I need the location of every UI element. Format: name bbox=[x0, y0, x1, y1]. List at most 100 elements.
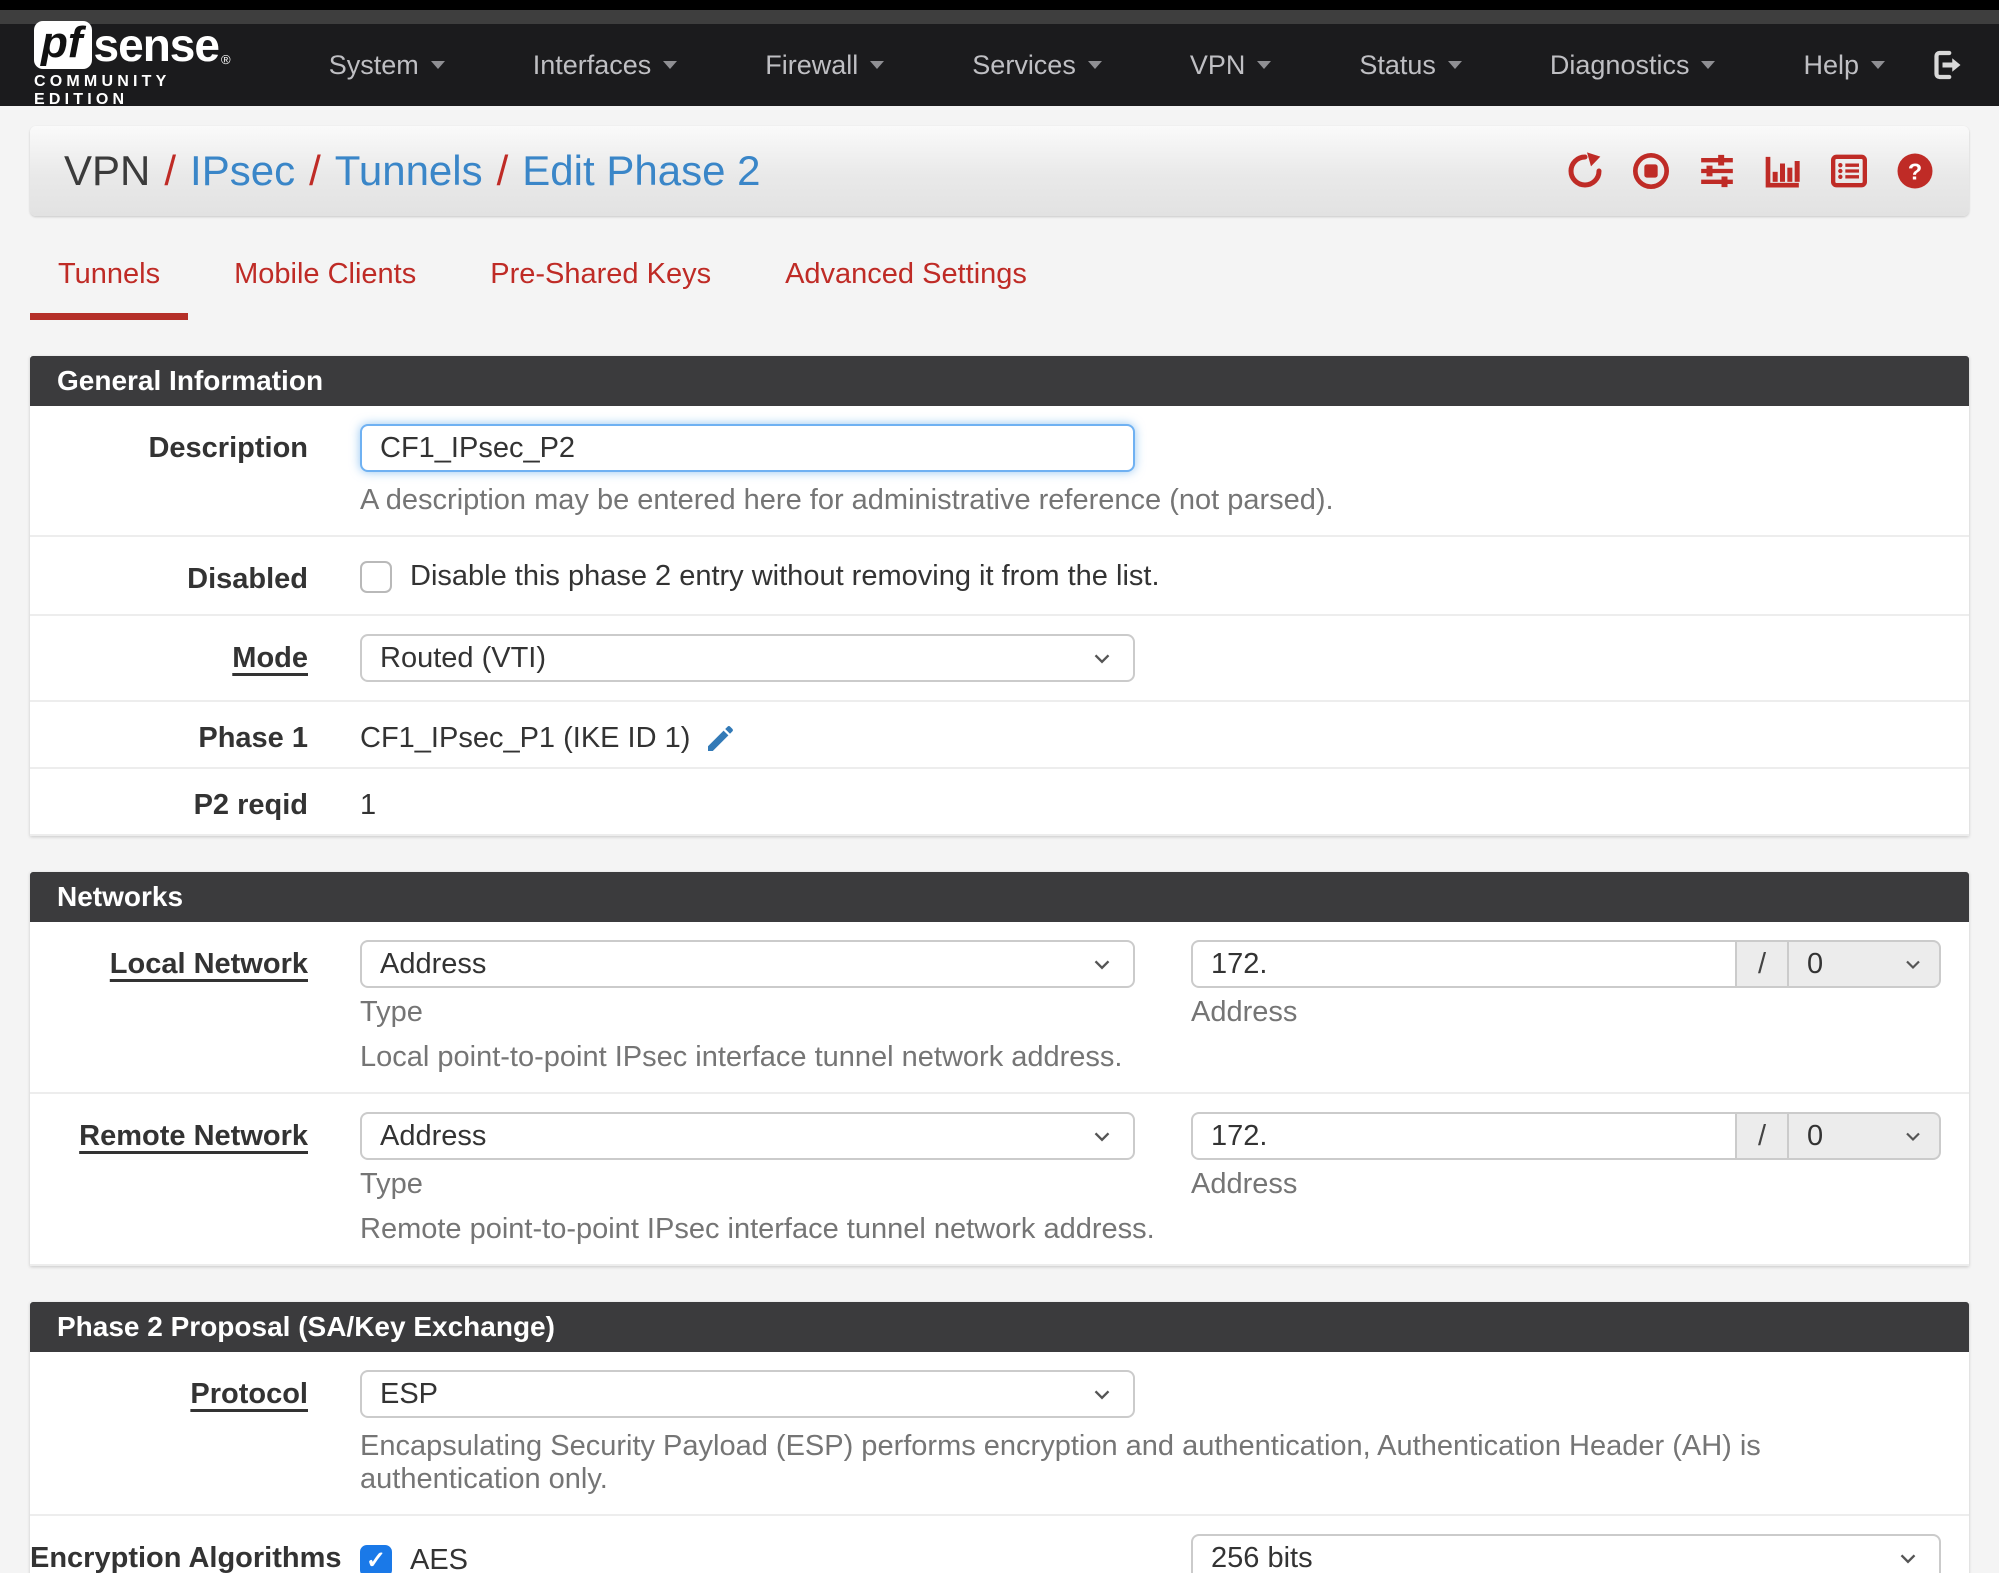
nav-item-vpn[interactable]: VPN bbox=[1146, 50, 1316, 81]
tab-mobile-clients[interactable]: Mobile Clients bbox=[234, 258, 417, 290]
chevron-down-icon bbox=[1094, 960, 1110, 970]
caret-down-icon bbox=[430, 61, 445, 69]
pfsense-logo[interactable]: pf sense ® COMMUNITY EDITION bbox=[34, 21, 235, 109]
breadcrumb-link-tunnels[interactable]: Tunnels bbox=[334, 147, 483, 194]
chart-bar-icon[interactable] bbox=[1763, 151, 1803, 191]
caret-down-icon bbox=[1447, 61, 1462, 69]
remote-network-address-caption: Address bbox=[1191, 1168, 1298, 1200]
phase1-value: CF1_IPsec_P1 (IKE ID 1) bbox=[360, 722, 691, 754]
pencil-icon[interactable] bbox=[704, 723, 736, 755]
tab-pre-shared-keys[interactable]: Pre-Shared Keys bbox=[490, 258, 712, 290]
networks-panel: Networks Local Network Address Type / bbox=[30, 872, 1969, 1266]
nav-label: System bbox=[328, 49, 419, 80]
remote-network-type-caption: Type bbox=[360, 1168, 423, 1200]
p2-reqid-label: P2 reqid bbox=[193, 789, 308, 821]
chevron-down-icon bbox=[1906, 1132, 1920, 1142]
aes-keylen-select[interactable]: 256 bits bbox=[1191, 1534, 1941, 1573]
breadcrumb-panel: VPN / IPsec / Tunnels / Edit Phase 2 bbox=[30, 126, 1969, 216]
registered-mark: ® bbox=[220, 52, 231, 67]
nav-label: Interfaces bbox=[532, 49, 652, 80]
row-encryption-aes: Encryption Algorithms AES 256 bits bbox=[30, 1516, 1969, 1573]
breadcrumb: VPN / IPsec / Tunnels / Edit Phase 2 bbox=[64, 147, 760, 195]
disabled-checkbox-label: Disable this phase 2 entry without remov… bbox=[410, 560, 1160, 592]
caret-down-icon bbox=[870, 61, 885, 69]
local-network-type-select[interactable]: Address bbox=[360, 940, 1135, 988]
protocol-label[interactable]: Protocol bbox=[190, 1378, 308, 1410]
remote-network-type-select[interactable]: Address bbox=[360, 1112, 1135, 1160]
mode-label[interactable]: Mode bbox=[232, 642, 308, 674]
aes-keylen-value: 256 bits bbox=[1211, 1541, 1313, 1573]
nav-item-firewall[interactable]: Firewall bbox=[721, 50, 928, 81]
protocol-select-value: ESP bbox=[380, 1377, 439, 1410]
remote-network-prefix-value: 0 bbox=[1807, 1119, 1824, 1152]
panel-title-general: General Information bbox=[30, 356, 1969, 406]
row-remote-network: Remote Network Address Type / 0 bbox=[30, 1094, 1969, 1266]
remote-network-prefix-select[interactable]: 0 bbox=[1789, 1112, 1941, 1160]
phase2-proposal-panel: Phase 2 Proposal (SA/Key Exchange) Proto… bbox=[30, 1302, 1969, 1573]
panel-title-networks: Networks bbox=[30, 872, 1969, 922]
tab-tunnels[interactable]: Tunnels bbox=[30, 258, 189, 320]
chevron-down-icon bbox=[1094, 1390, 1110, 1400]
local-network-address-input[interactable] bbox=[1191, 940, 1737, 988]
nav-item-system[interactable]: System bbox=[285, 50, 489, 81]
mode-select-value: Routed (VTI) bbox=[380, 641, 546, 674]
chevron-down-icon bbox=[1094, 654, 1110, 664]
chevron-down-icon bbox=[1906, 960, 1920, 970]
description-label: Description bbox=[148, 432, 308, 464]
breadcrumb-separator: / bbox=[164, 147, 177, 194]
row-phase1: Phase 1 CF1_IPsec_P1 (IKE ID 1) bbox=[30, 702, 1969, 769]
description-input[interactable] bbox=[360, 424, 1135, 472]
panel-title-proposal: Phase 2 Proposal (SA/Key Exchange) bbox=[30, 1302, 1969, 1352]
caret-down-icon bbox=[1257, 61, 1272, 69]
sliders-icon[interactable] bbox=[1697, 151, 1737, 191]
top-navbar: pf sense ® COMMUNITY EDITION System Inte… bbox=[0, 21, 1999, 109]
nav-item-interfaces[interactable]: Interfaces bbox=[489, 50, 722, 81]
protocol-select[interactable]: ESP bbox=[360, 1370, 1135, 1418]
aes-checkbox[interactable] bbox=[360, 1544, 392, 1573]
brand-text: sense bbox=[93, 19, 220, 71]
remote-network-help: Remote point-to-point IPsec interface tu… bbox=[360, 1213, 1155, 1245]
aes-checkbox-row[interactable]: AES bbox=[360, 1534, 1135, 1573]
local-network-prefix-value: 0 bbox=[1807, 947, 1824, 980]
breadcrumb-separator: / bbox=[309, 147, 321, 194]
breadcrumb-link-ipsec[interactable]: IPsec bbox=[190, 147, 296, 194]
local-network-label[interactable]: Local Network bbox=[109, 948, 308, 980]
nav-label: Services bbox=[972, 49, 1076, 80]
breadcrumb-section: VPN bbox=[64, 147, 151, 194]
disabled-label: Disabled bbox=[187, 563, 308, 595]
nav-item-services[interactable]: Services bbox=[928, 50, 1146, 81]
window-top-strip bbox=[0, 10, 1999, 24]
breadcrumb-separator: / bbox=[496, 147, 509, 194]
slash-addon: / bbox=[1737, 1112, 1789, 1160]
list-icon[interactable] bbox=[1829, 151, 1869, 191]
row-disabled: Disabled Disable this phase 2 entry with… bbox=[30, 537, 1969, 616]
encryption-algorithms-label[interactable]: Encryption Algorithms bbox=[30, 1542, 342, 1573]
sign-out-icon[interactable] bbox=[1929, 47, 1965, 83]
mode-select[interactable]: Routed (VTI) bbox=[360, 634, 1135, 682]
stop-circle-icon[interactable] bbox=[1631, 151, 1671, 191]
description-help: A description may be entered here for ad… bbox=[360, 484, 1334, 516]
row-local-network: Local Network Address Type / 0 bbox=[30, 922, 1969, 1094]
refresh-icon[interactable] bbox=[1565, 151, 1605, 191]
local-network-type-caption: Type bbox=[360, 996, 423, 1028]
local-network-prefix-select[interactable]: 0 bbox=[1789, 940, 1941, 988]
help-icon[interactable]: ? bbox=[1895, 151, 1935, 191]
remote-network-label[interactable]: Remote Network bbox=[79, 1120, 308, 1152]
disabled-checkbox[interactable] bbox=[360, 560, 392, 593]
chevron-down-icon bbox=[1900, 1554, 1916, 1564]
tab-advanced-settings[interactable]: Advanced Settings bbox=[785, 258, 1027, 290]
remote-network-type-value: Address bbox=[380, 1119, 487, 1152]
nav-label: Firewall bbox=[765, 49, 859, 80]
local-network-address-group: / 0 bbox=[1191, 940, 1941, 988]
svg-text:?: ? bbox=[1908, 158, 1922, 184]
nav-item-help[interactable]: Help bbox=[1759, 50, 1929, 81]
remote-network-address-input[interactable] bbox=[1191, 1112, 1737, 1160]
nav-item-diagnostics[interactable]: Diagnostics bbox=[1506, 50, 1760, 81]
nav-label: Diagnostics bbox=[1549, 49, 1690, 80]
row-description: Description A description may be entered… bbox=[30, 406, 1969, 537]
disabled-checkbox-row[interactable]: Disable this phase 2 entry without remov… bbox=[360, 555, 1941, 593]
breadcrumb-link-edit-phase-2[interactable]: Edit Phase 2 bbox=[522, 147, 761, 194]
nav-item-status[interactable]: Status bbox=[1315, 50, 1506, 81]
window-top-edge bbox=[0, 0, 1999, 10]
aes-checkbox-label: AES bbox=[410, 1544, 469, 1573]
